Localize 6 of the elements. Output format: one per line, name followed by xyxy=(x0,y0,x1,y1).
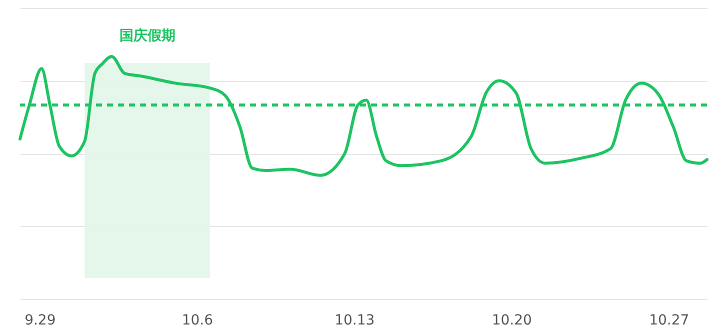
x-tick-label: 9.29 xyxy=(24,312,56,328)
x-tick-label: 10.13 xyxy=(334,312,375,328)
band-label: 国庆假期 xyxy=(119,27,176,44)
x-tick-label: 10.20 xyxy=(492,312,532,328)
x-tick-label: 10.6 xyxy=(182,312,214,328)
x-tick-label: 10.27 xyxy=(649,312,690,328)
